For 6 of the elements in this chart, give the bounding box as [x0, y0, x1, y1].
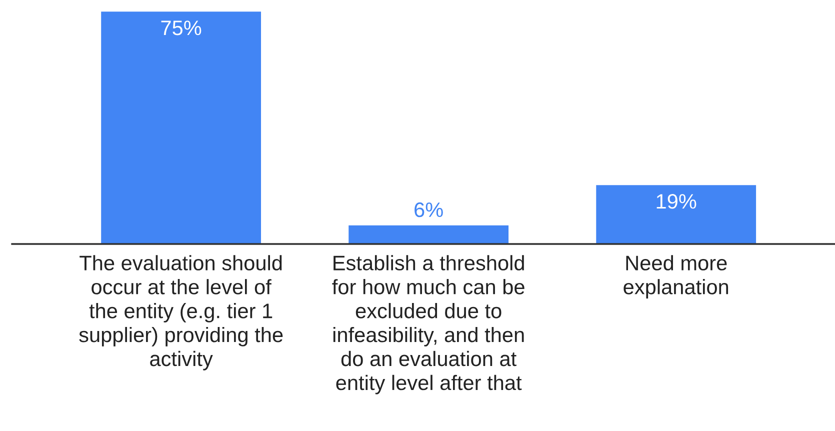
data-label: 75%: [161, 20, 202, 36]
x-tick-label: The evaluation should occur at the level of the entity (e.g. tier 1 supplier) providing the activity: [79, 255, 283, 370]
data-label: 6%: [414, 202, 443, 218]
x-tick-label: Establish a threshold for how much can be excluded due to infeasibility, and then do an evaluation at entity level after that: [332, 255, 524, 394]
x-tick-label: Need more explanation: [624, 255, 728, 298]
data-label: 19%: [656, 194, 696, 209]
